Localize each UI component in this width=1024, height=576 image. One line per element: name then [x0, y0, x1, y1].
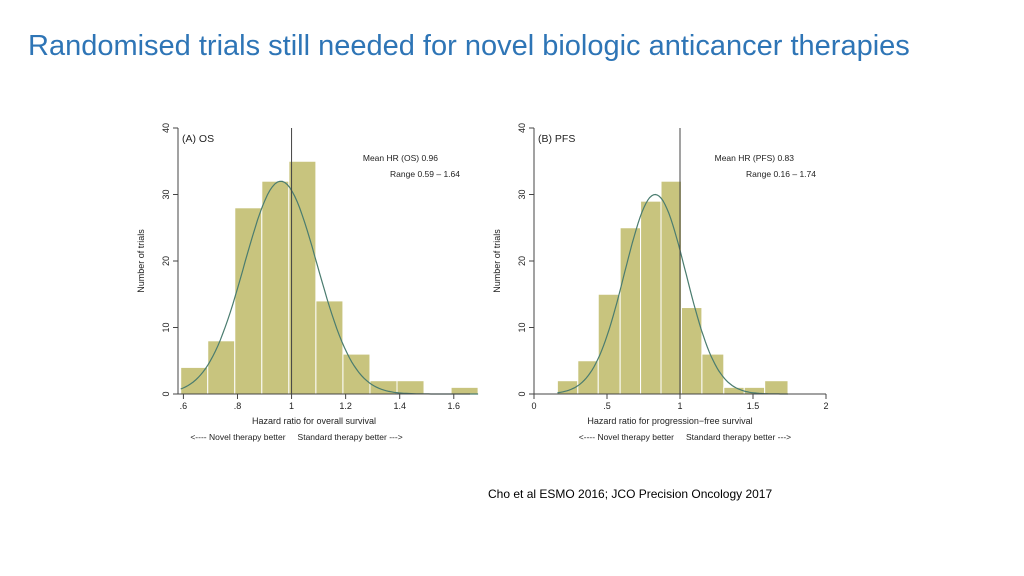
os-x-tick-label: 1.4: [393, 401, 406, 411]
pfs-bar: [723, 386, 745, 395]
pfs-x-tick-label: 0: [531, 401, 536, 411]
os-bar: [450, 386, 479, 395]
pfs-y-tick-label: 0: [517, 391, 527, 396]
os-bar: [288, 160, 317, 395]
pfs-y-axis-label: Number of trials: [492, 229, 502, 293]
pfs-x-axis-label: Hazard ratio for progression−free surviv…: [587, 416, 752, 426]
pfs-x-tick-label: 1: [677, 401, 682, 411]
os-annotation: Mean HR (OS) 0.96: [363, 153, 438, 163]
os-x-tick-label: .6: [180, 401, 188, 411]
pfs-x-tick-label: 2: [823, 401, 828, 411]
pfs-x-tick-label: 1.5: [747, 401, 760, 411]
pfs-y-tick-label: 20: [517, 256, 527, 266]
os-y-tick-label: 0: [161, 391, 171, 396]
histogram-pfs-chart: 0 10 20 30 40 0 .5 1 1.5 2 Number of trials Hazard …: [492, 123, 829, 442]
slide-title: Randomised trials still needed for novel…: [28, 30, 910, 62]
os-bar: [342, 353, 371, 395]
os-y-axis-label: Number of trials: [136, 229, 146, 293]
os-bar: [261, 180, 290, 395]
pfs-bar: [640, 200, 662, 395]
os-direction-left: <---- Novel therapy better: [190, 432, 285, 442]
pfs-direction-right: Standard therapy better --->: [686, 432, 791, 442]
os-y-tick-label: 40: [161, 123, 171, 133]
os-bar: [234, 207, 263, 395]
pfs-bar: [597, 293, 621, 395]
pfs-x-tick-label: .5: [603, 401, 611, 411]
os-bar: [315, 300, 344, 395]
pfs-bar: [619, 227, 642, 395]
pfs-direction-left: <---- Novel therapy better: [579, 432, 674, 442]
citation: Cho et al ESMO 2016; JCO Precision Oncol…: [488, 487, 773, 501]
os-y-tick-label: 30: [161, 189, 171, 199]
pfs-y-tick-label: 10: [517, 322, 527, 332]
pfs-panel-label: (B) PFS: [538, 133, 575, 145]
pfs-bar: [660, 180, 682, 395]
os-panel-label: (A) OS: [182, 133, 214, 145]
os-x-axis-label: Hazard ratio for overall survival: [252, 416, 376, 426]
os-y-tick-label: 10: [161, 322, 171, 332]
pfs-normal-curve: [557, 193, 788, 395]
pfs-annotation: Range 0.16 – 1.74: [746, 169, 816, 179]
os-direction-right: Standard therapy better --->: [298, 432, 403, 442]
os-x-tick-label: .8: [234, 401, 242, 411]
os-x-tick-label: 1.6: [448, 401, 461, 411]
os-x-tick-label: 1: [289, 401, 294, 411]
histogram-os-chart: 0 10 20 30 40 .6 .8 1 1.2 1.4 1.6 Number of trials H…: [136, 123, 479, 442]
pfs-annotation: Mean HR (PFS) 0.83: [715, 153, 795, 163]
os-bar: [207, 340, 236, 395]
pfs-y-tick-label: 40: [517, 123, 527, 133]
pfs-bar: [764, 380, 789, 395]
os-annotation: Range 0.59 – 1.64: [390, 169, 460, 179]
os-bar: [396, 380, 425, 395]
pfs-y-tick-label: 30: [517, 189, 527, 199]
os-x-tick-label: 1.2: [339, 401, 352, 411]
os-y-tick-label: 20: [161, 256, 171, 266]
